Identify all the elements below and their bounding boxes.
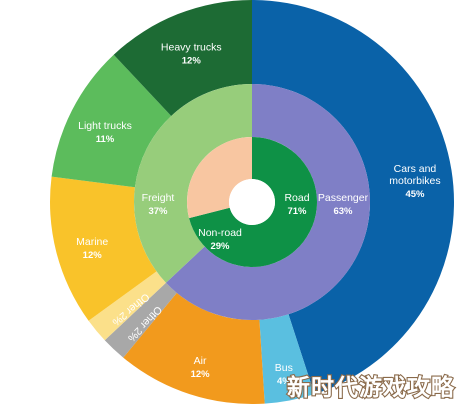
segment-outer-heavy-trucks-7: [113, 0, 252, 116]
label-passenger: Passenger: [318, 192, 369, 204]
label-non-road: Non-road: [198, 227, 242, 239]
segment-outer-marine-5: [50, 176, 157, 321]
label-outer-2-line-0: Air: [194, 355, 207, 367]
label-outer-7-line-0: Heavy trucks: [161, 42, 222, 54]
watermark-text: 新时代游戏攻略: [287, 374, 455, 401]
label-outer-0-line-0: Cars and: [394, 163, 437, 175]
segment-outer-cars-and-motorbikes-0: [252, 0, 454, 395]
segment-inner-non-road-1: [187, 137, 252, 219]
value-outer-0: 45%: [405, 189, 425, 200]
segment-inner-road-0: [189, 137, 317, 267]
segment-outer-light-trucks-6: [51, 54, 172, 188]
segment-outer-other-4: [88, 271, 166, 341]
segment-outer-other-3: [104, 282, 177, 358]
label-outer-5-line-0: Marine: [76, 236, 108, 248]
value-outer-2: 12%: [191, 369, 211, 380]
outer-ring: [50, 0, 454, 405]
value-outer-1: 4%: [277, 376, 291, 387]
value-freight: 37%: [148, 206, 168, 217]
center-hole: [229, 179, 275, 225]
segment-outer-air-2: [123, 292, 265, 405]
segment-middle-freight-1: [134, 84, 252, 283]
segment-outer-bus-1: [259, 314, 315, 404]
value-outer-6: 11%: [96, 134, 115, 145]
inner-ring: [187, 137, 317, 267]
middle-ring: [134, 84, 371, 321]
value-outer-5: 12%: [83, 250, 103, 261]
label-freight: Freight: [142, 192, 175, 204]
segment-middle-passenger-0: [165, 84, 371, 321]
value-outer-7: 12%: [182, 56, 202, 67]
label-outer-6-line-0: Light trucks: [78, 120, 132, 132]
value-road: 71%: [287, 206, 307, 217]
value-passenger: 63%: [333, 206, 353, 217]
value-non-road: 29%: [210, 241, 230, 252]
label-road: Road: [284, 192, 309, 204]
label-outer-0-line-1: motorbikes: [389, 175, 440, 187]
label-outer-1-line-0: Bus: [275, 362, 293, 374]
